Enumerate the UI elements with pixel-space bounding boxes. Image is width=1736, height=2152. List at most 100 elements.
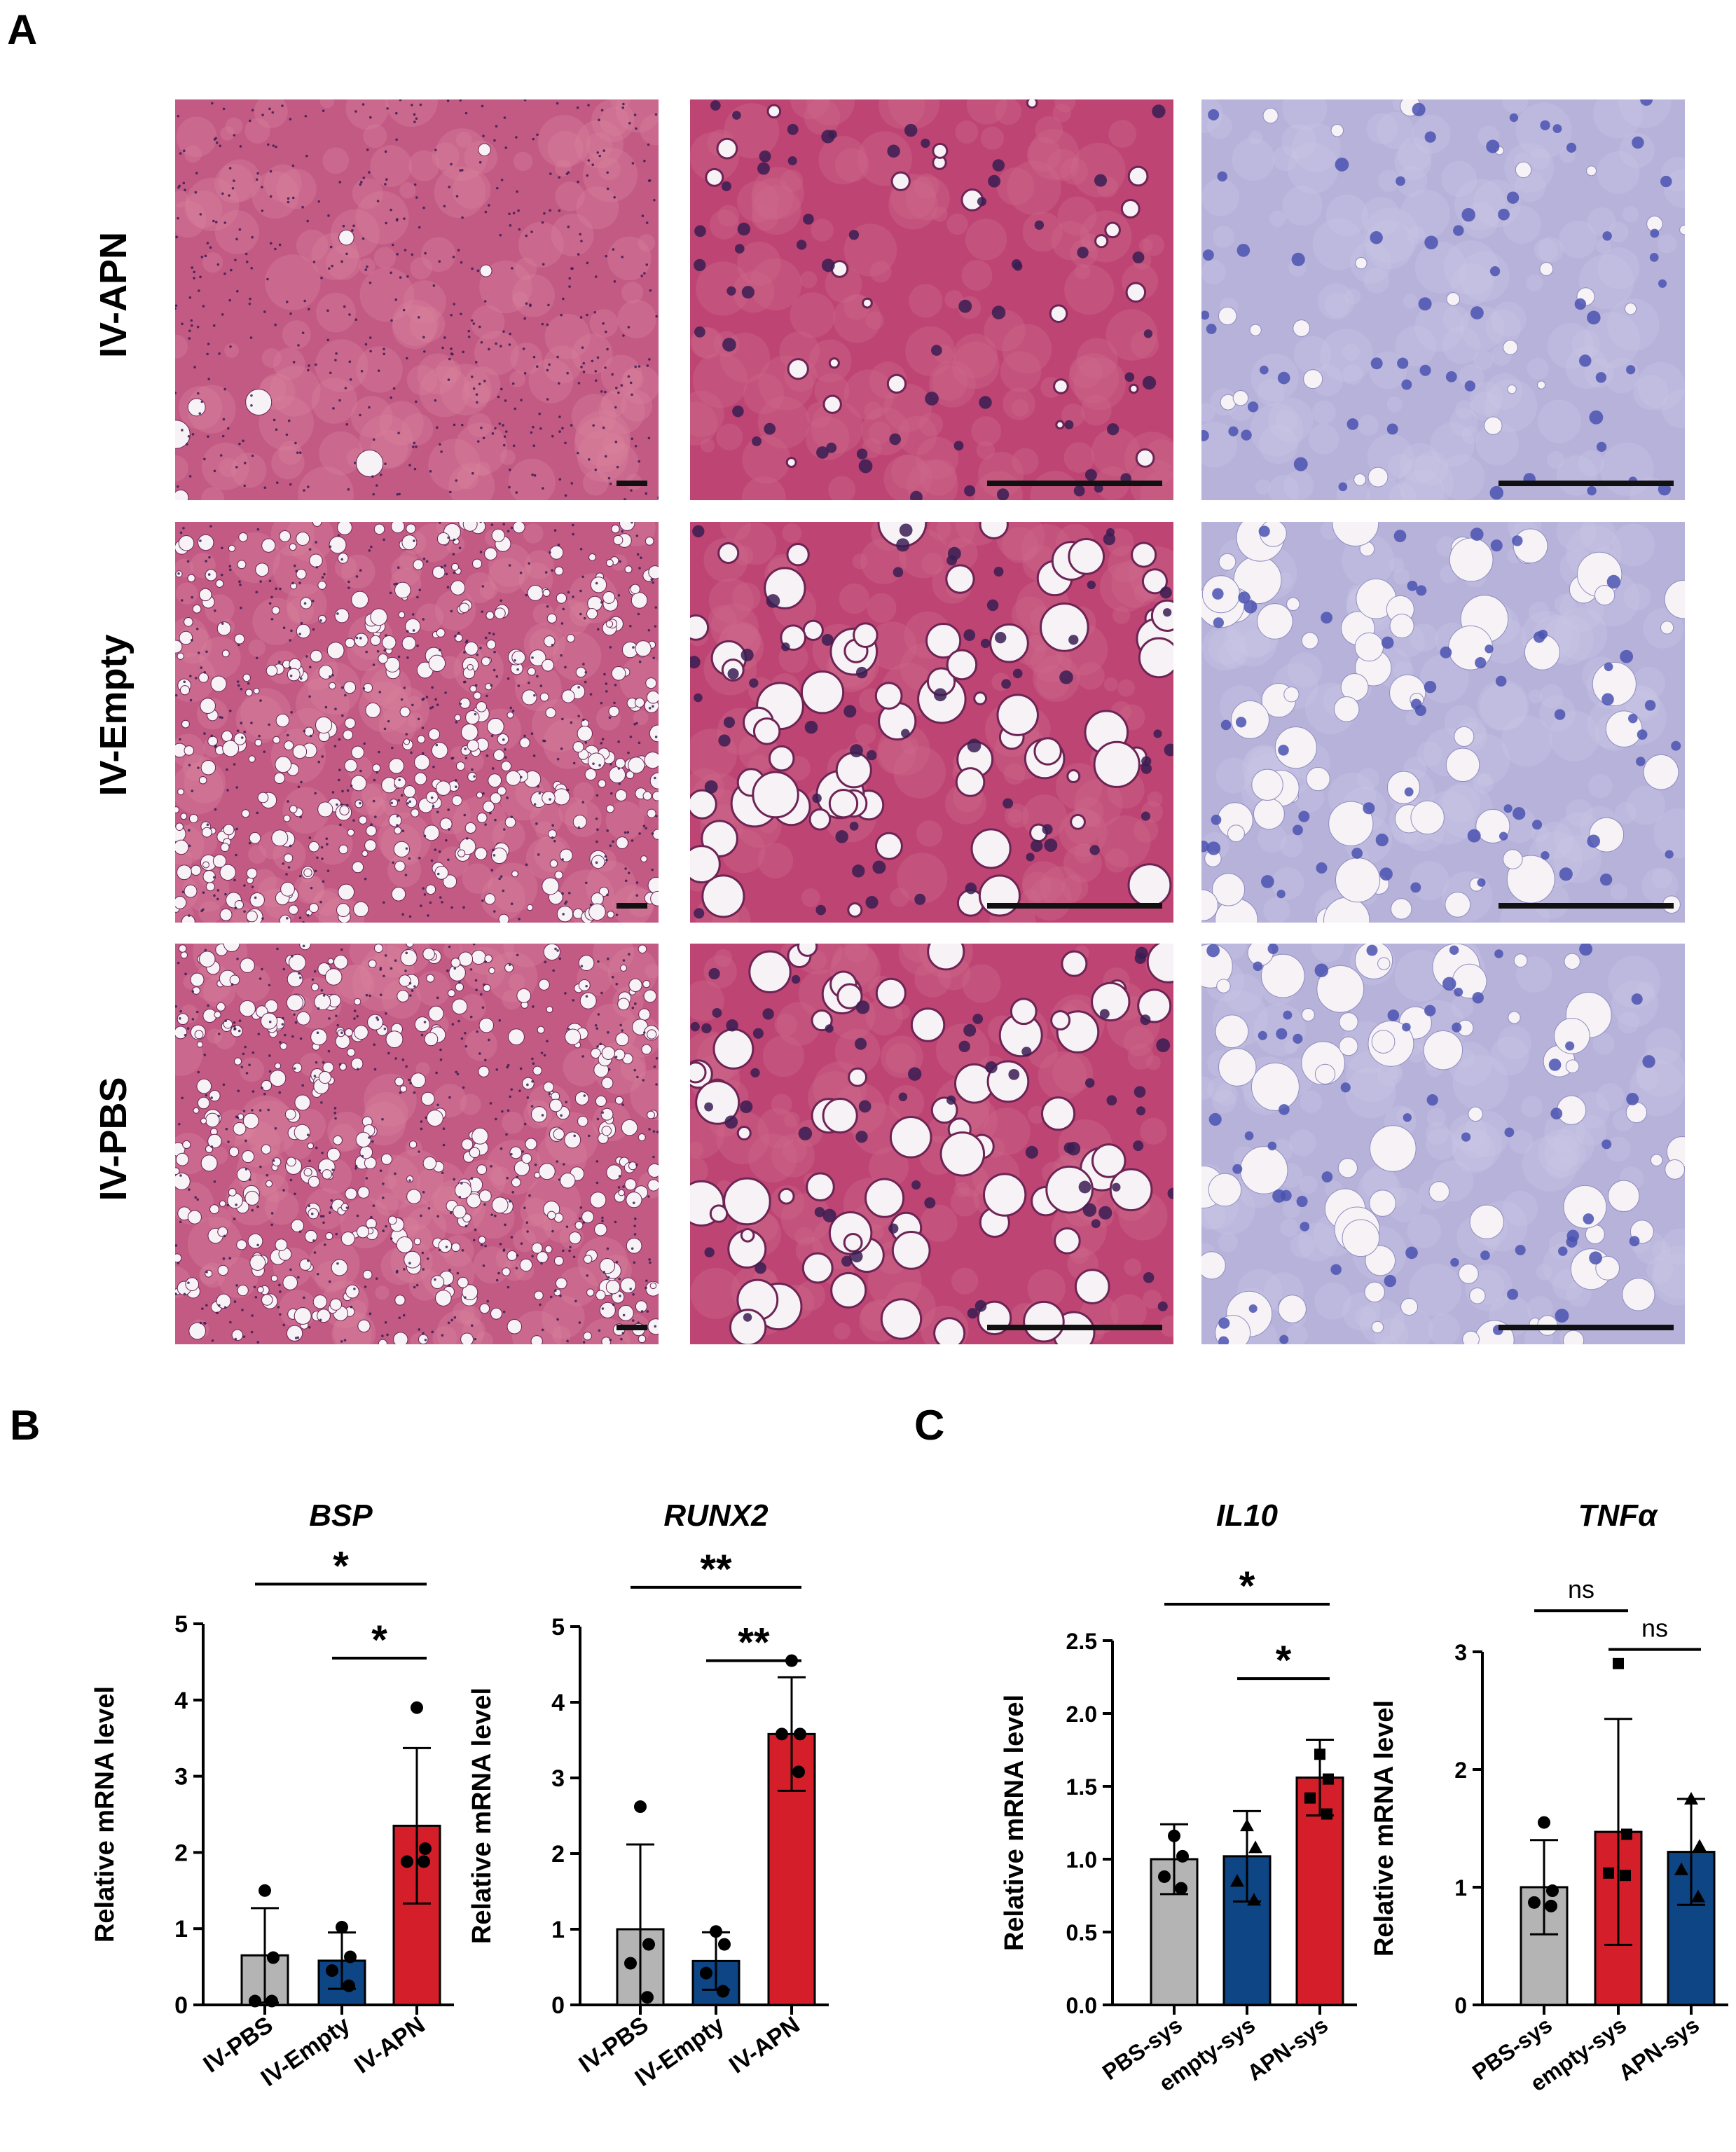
data-point — [419, 1842, 432, 1855]
data-point — [1247, 1893, 1261, 1906]
data-point — [794, 1727, 806, 1741]
y-tick-label: 3 — [174, 1764, 188, 1791]
chart-title: BSP — [309, 1498, 373, 1533]
data-point — [1175, 1882, 1187, 1895]
data-point — [1230, 1874, 1244, 1887]
significance-label: * — [371, 1618, 387, 1663]
y-tick-label: 0 — [174, 1992, 188, 2019]
scale-bar — [1499, 903, 1674, 909]
data-point — [1168, 1829, 1180, 1842]
significance-label: * — [1276, 1638, 1292, 1683]
data-point — [1621, 1828, 1632, 1840]
y-tick-label: 1 — [551, 1917, 565, 1943]
y-tick-label: 0 — [1454, 1993, 1467, 2018]
data-point — [1304, 1792, 1316, 1804]
micrograph-apn-3 — [1201, 99, 1685, 500]
significance-label: * — [333, 1543, 349, 1589]
y-tick-label: 0.0 — [1066, 1993, 1097, 2018]
scale-bar — [1499, 1325, 1674, 1330]
y-axis-label: Relative mRNA level — [467, 1688, 497, 1944]
chart-title: TNFα — [1578, 1498, 1659, 1533]
data-point — [343, 1979, 355, 1992]
scale-bar — [616, 1325, 647, 1330]
scale-bar — [1499, 481, 1674, 486]
y-tick-label: 5 — [174, 1611, 188, 1638]
data-point — [776, 1727, 788, 1741]
micrograph-pbs-2 — [690, 944, 1173, 1344]
x-tick-label: APN-sys — [1614, 2012, 1704, 2085]
y-tick-label: 4 — [551, 1690, 565, 1716]
y-tick-label: 2.0 — [1066, 1702, 1097, 1727]
chart-title: IL10 — [1216, 1498, 1279, 1533]
data-point — [259, 1884, 271, 1897]
significance-label: ** — [738, 1620, 770, 1666]
scale-bar — [987, 903, 1162, 909]
micrograph-empty-1 — [175, 522, 659, 923]
micrograph-empty-2 — [690, 522, 1173, 923]
panel-label-c: C — [914, 1402, 945, 1449]
data-point — [267, 1951, 280, 1964]
data-point — [1240, 1819, 1254, 1832]
data-point — [1684, 1792, 1698, 1805]
data-point — [411, 1701, 423, 1714]
micrograph-pbs-3 — [1201, 944, 1685, 1344]
data-point — [641, 1991, 654, 2004]
data-point — [1545, 1899, 1557, 1912]
micrograph-empty-3 — [1201, 522, 1685, 923]
data-point — [1158, 1870, 1171, 1883]
significance-label: * — [1239, 1564, 1255, 1609]
data-point — [1248, 1840, 1262, 1854]
data-point — [326, 1964, 338, 1978]
significance-label: ns — [1641, 1614, 1668, 1643]
y-tick-label: 0.5 — [1066, 1920, 1097, 1945]
y-tick-label: 2 — [551, 1841, 565, 1868]
data-point — [1691, 1889, 1705, 1903]
y-tick-label: 4 — [174, 1688, 188, 1714]
data-point — [718, 1938, 731, 1951]
data-point — [336, 1921, 348, 1934]
y-tick-label: 5 — [551, 1614, 565, 1641]
data-point — [1538, 1816, 1550, 1829]
panel-label-b: B — [10, 1402, 41, 1449]
data-point — [1693, 1839, 1707, 1852]
micrograph-pbs-1 — [175, 944, 659, 1344]
y-tick-label: 2 — [174, 1840, 188, 1866]
data-point — [1176, 1849, 1189, 1863]
data-point — [418, 1855, 430, 1868]
data-point — [1528, 1896, 1541, 1909]
y-tick-label: 0 — [551, 1992, 565, 2019]
y-tick-label: 2.5 — [1066, 1629, 1097, 1654]
x-tick-label: APN-sys — [1243, 2012, 1332, 2085]
data-point — [266, 1994, 278, 2008]
micrograph-apn-1 — [175, 99, 659, 500]
data-point — [249, 1994, 261, 2008]
data-point — [401, 1855, 413, 1868]
data-point — [700, 1966, 712, 1980]
y-tick-label: 1 — [174, 1916, 188, 1943]
y-axis-label: Relative mRNA level — [90, 1686, 120, 1943]
data-point — [710, 1925, 722, 1938]
scale-bar — [616, 903, 647, 909]
scale-bar — [987, 1325, 1162, 1330]
y-tick-label: 1.0 — [1066, 1847, 1097, 1872]
y-tick-label: 2 — [1454, 1758, 1467, 1783]
y-axis-label: Relative mRNA level — [1370, 1700, 1399, 1957]
data-point — [717, 1985, 729, 1998]
data-point — [624, 1957, 637, 1970]
y-tick-label: 3 — [1454, 1640, 1467, 1665]
data-point — [642, 1938, 655, 1951]
scale-bar — [616, 481, 647, 486]
data-point — [1603, 1867, 1614, 1879]
micrograph-apn-2 — [690, 99, 1173, 500]
x-tick-label: IV-APN — [350, 2011, 430, 2078]
chart-title: RUNX2 — [663, 1498, 769, 1533]
data-point — [1620, 1870, 1631, 1882]
significance-label: ** — [700, 1547, 732, 1592]
data-point — [1323, 1773, 1334, 1785]
y-tick-label: 1 — [1454, 1875, 1467, 1901]
data-point — [1613, 1657, 1624, 1669]
y-tick-label: 3 — [551, 1765, 565, 1792]
data-point — [1321, 1808, 1332, 1820]
significance-label: ns — [1568, 1575, 1594, 1603]
